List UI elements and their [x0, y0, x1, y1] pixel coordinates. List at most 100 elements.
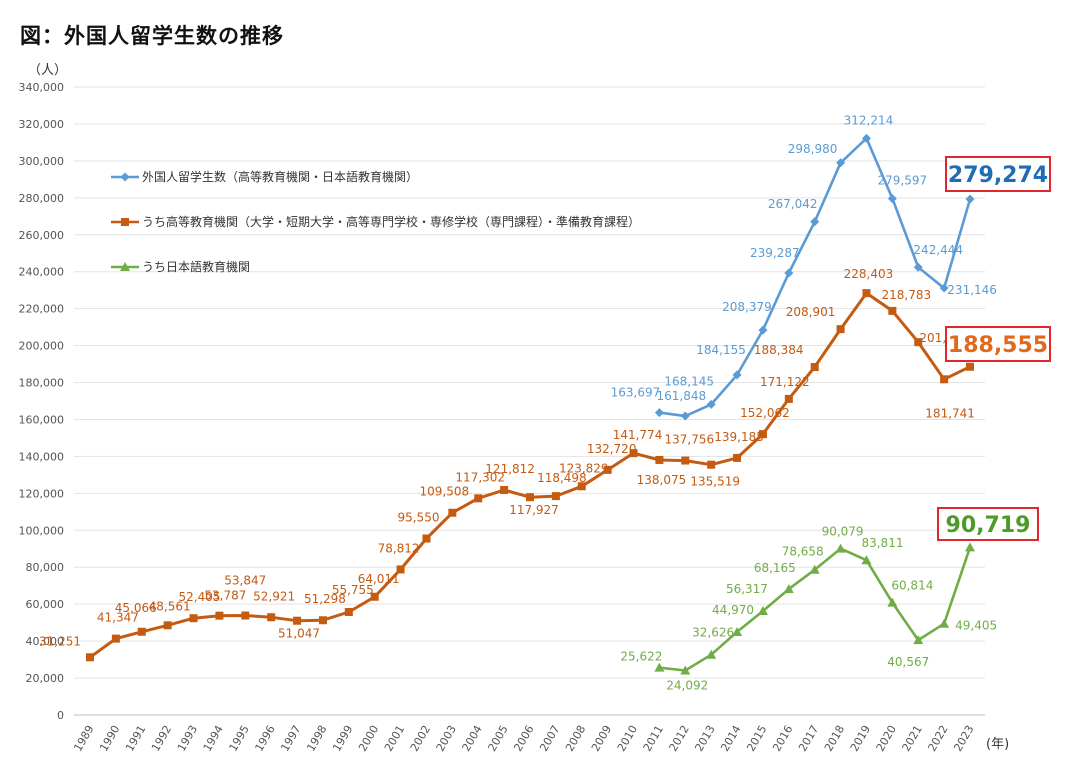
data-label: 239,287 [750, 246, 800, 260]
data-point [913, 262, 923, 272]
data-label: 48,561 [149, 599, 191, 613]
data-label: 64,011 [358, 572, 400, 586]
data-label: 25,622 [620, 650, 662, 664]
data-point [887, 194, 897, 204]
data-label: 139,185 [714, 430, 764, 444]
data-point [551, 492, 560, 501]
x-tick-label: 2001 [382, 723, 407, 754]
y-tick-label: 240,000 [19, 266, 65, 279]
data-point [629, 449, 638, 458]
data-point [707, 460, 716, 469]
data-point [706, 399, 716, 409]
x-tick-label: 2006 [511, 723, 536, 754]
data-point [137, 627, 146, 636]
data-point [448, 508, 457, 517]
data-point [783, 584, 794, 594]
data-point [757, 605, 768, 615]
x-tick-label: 2022 [925, 723, 950, 754]
data-label: 24,092 [666, 679, 708, 693]
data-point [940, 375, 949, 384]
highlight-value: 188,555 [948, 333, 1048, 358]
data-point [500, 486, 509, 495]
data-point [836, 158, 846, 168]
gridlines [74, 86, 985, 716]
x-tick-label: 1990 [97, 723, 122, 754]
data-point [861, 133, 871, 143]
y-tick-label: 280,000 [19, 192, 65, 205]
data-label: 141,774 [613, 428, 663, 442]
data-label: 117,302 [455, 470, 505, 484]
x-axis-unit: (年) [986, 737, 1009, 752]
highlight-box [945, 326, 1051, 362]
x-tick-label: 1994 [201, 723, 226, 754]
data-label: 109,508 [420, 485, 470, 499]
data-label: 161,848 [656, 389, 706, 403]
data-label: 123,829 [559, 461, 609, 475]
x-tick-label: 2008 [563, 723, 588, 754]
y-tick-label: 320,000 [19, 118, 65, 131]
data-label: 83,811 [861, 536, 903, 550]
data-label: 53,787 [204, 589, 246, 603]
x-tick-label: 2013 [693, 723, 718, 754]
data-label: 117,927 [509, 503, 559, 517]
x-tick-label: 2004 [460, 723, 485, 754]
data-label: 137,756 [664, 433, 714, 447]
y-tick-label: 40,000 [26, 635, 65, 648]
data-point [267, 613, 276, 622]
data-point [163, 621, 172, 630]
data-label: 163,697 [611, 386, 661, 400]
data-point [189, 614, 198, 623]
x-tick-label: 2021 [900, 723, 925, 754]
series-lines [86, 133, 975, 675]
y-axis-ticks: 0 20,000 40,000 60,000 80,000 100,000 120,000 1… [19, 81, 65, 722]
data-point [680, 665, 691, 675]
data-point [758, 325, 768, 335]
highlight-box [945, 156, 1051, 192]
x-tick-label: 2014 [718, 723, 743, 754]
data-point [966, 362, 974, 371]
x-tick-label: 1997 [278, 723, 303, 754]
y-tick-label: 160,000 [19, 413, 65, 426]
legend-entry: 外国人留学生数（高等教育機関・日本語教育機関） [142, 169, 418, 184]
y-axis-unit: （人） [28, 63, 67, 78]
legend: 外国人留学生数（高等教育機関・日本語教育機関） うち高等教育機関（大学・短期大学・… [111, 169, 640, 274]
data-point [913, 635, 924, 645]
data-label: 55,755 [332, 583, 374, 597]
data-label: 121,812 [485, 462, 535, 476]
highlight-box [937, 507, 1039, 541]
data-point [474, 494, 483, 503]
y-tick-label: 140,000 [19, 450, 65, 463]
data-label: 56,317 [726, 582, 768, 596]
data-point [706, 649, 717, 659]
data-point [241, 611, 250, 620]
data-label: 118,498 [537, 471, 587, 485]
data-point [965, 542, 975, 552]
data-label: 95,550 [397, 511, 439, 525]
data-label: 90,079 [822, 525, 864, 539]
data-point [526, 493, 534, 502]
data-point [810, 363, 819, 372]
data-label: 32,626 [692, 626, 734, 640]
data-label: 168,145 [664, 374, 714, 388]
data-label: 41,347 [97, 611, 139, 625]
x-tick-label: 1998 [304, 723, 329, 754]
y-tick-label: 20,000 [26, 672, 65, 685]
data-point [655, 455, 664, 464]
highlight-value: 90,719 [946, 513, 1031, 538]
data-label: 78,812 [378, 541, 420, 555]
data-point [215, 611, 224, 620]
y-tick-label: 200,000 [19, 340, 65, 353]
data-label: 231,146 [947, 283, 997, 297]
data-point [318, 616, 327, 625]
data-point [810, 217, 820, 227]
data-point [293, 616, 302, 625]
data-point [862, 289, 871, 298]
x-axis-ticks: 1989 1990 1991 1992 1993 1994 1995 1996 1997 1998… [71, 723, 976, 754]
data-point [120, 262, 130, 271]
x-tick-label: 1991 [123, 723, 148, 754]
data-point [121, 218, 129, 226]
x-tick-label: 2000 [356, 723, 381, 754]
data-point [733, 453, 742, 462]
